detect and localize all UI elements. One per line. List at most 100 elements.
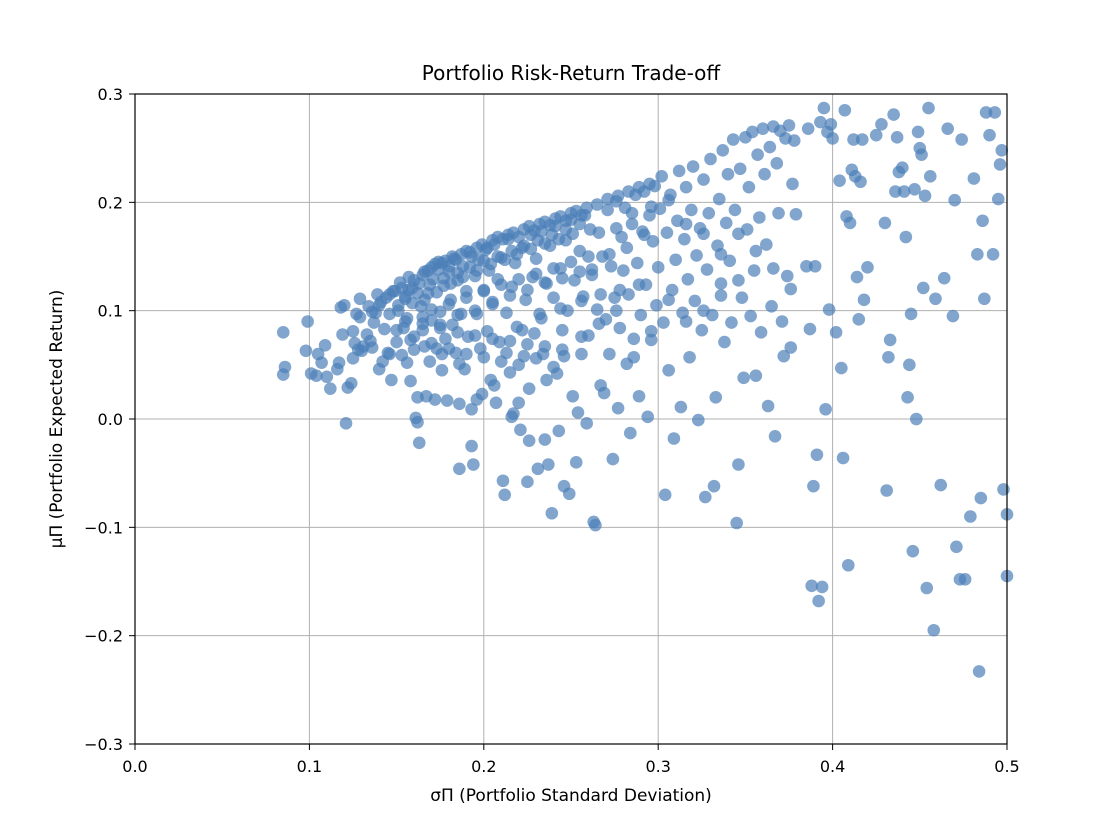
data-point [997, 483, 1010, 496]
data-point [601, 192, 614, 206]
data-point [627, 332, 641, 346]
data-point [850, 270, 864, 284]
data-point [428, 393, 442, 406]
data-point [763, 140, 777, 154]
data-point [451, 308, 464, 322]
data-point [662, 193, 675, 207]
data-point [674, 400, 688, 414]
data-point [276, 368, 290, 381]
data-point [822, 303, 836, 316]
data-point [667, 432, 681, 445]
data-point [958, 573, 972, 586]
x-tick-label: 0.5 [994, 757, 1019, 776]
data-point [678, 232, 691, 246]
data-point [637, 228, 651, 242]
data-point [714, 289, 728, 302]
data-point [611, 189, 625, 203]
data-point [753, 211, 766, 224]
data-point [585, 263, 599, 276]
data-point [332, 356, 346, 369]
data-point [761, 399, 775, 413]
data-point [646, 235, 660, 248]
data-point [557, 349, 571, 363]
data-point [979, 106, 993, 119]
data-point [747, 264, 761, 277]
data-point [657, 316, 670, 329]
data-point [803, 322, 817, 336]
data-point [756, 122, 770, 135]
data-point [575, 347, 588, 361]
x-tick-label: 0.0 [122, 757, 147, 776]
data-point [641, 410, 655, 424]
data-point [416, 317, 430, 330]
data-point [512, 358, 525, 372]
data-point [522, 382, 536, 395]
data-point [505, 410, 519, 424]
data-point [465, 439, 478, 453]
data-point [339, 417, 353, 430]
data-point [789, 207, 803, 221]
data-point [723, 254, 737, 268]
data-point [810, 448, 824, 462]
data-point [540, 373, 553, 387]
data-point [444, 277, 457, 290]
data-point [838, 103, 852, 117]
data-point [869, 128, 883, 142]
data-point [453, 462, 466, 476]
data-point [665, 283, 679, 297]
data-point [690, 249, 703, 262]
data-point [746, 125, 759, 139]
data-point [522, 434, 536, 447]
data-point [824, 118, 838, 131]
data-point [861, 261, 874, 274]
data-point [704, 152, 717, 166]
data-point [697, 227, 710, 241]
data-point [604, 259, 618, 273]
data-point [503, 334, 517, 348]
x-axis-label: σΠ (Portfolio Standard Deviation) [430, 786, 712, 806]
data-point [644, 333, 658, 347]
data-point [468, 304, 482, 317]
data-point [528, 327, 541, 340]
data-point [651, 261, 665, 274]
data-point [716, 144, 730, 157]
data-point [814, 115, 827, 129]
data-point [650, 298, 663, 312]
data-point [542, 458, 555, 471]
data-point [346, 324, 360, 338]
data-point [311, 347, 325, 361]
data-point [594, 288, 607, 301]
data-point [721, 167, 735, 181]
data-point [683, 350, 696, 364]
data-point [353, 292, 367, 306]
data-point [726, 133, 740, 146]
data-point [632, 278, 646, 291]
data-point [697, 304, 710, 317]
data-point [950, 540, 963, 554]
data-point [718, 335, 731, 349]
data-point [468, 329, 482, 342]
data-point [569, 456, 583, 469]
data-point [477, 350, 491, 364]
data-point [780, 269, 794, 283]
data-point [453, 357, 466, 371]
data-point [310, 369, 323, 382]
data-point [425, 303, 438, 316]
y-tick-label: −0.2 [84, 627, 123, 646]
data-point [470, 264, 484, 277]
data-point [955, 133, 968, 146]
data-point [801, 122, 815, 135]
data-point [697, 173, 710, 186]
data-point [442, 297, 456, 311]
data-point [737, 371, 750, 385]
data-point [603, 347, 616, 361]
data-point [644, 324, 658, 338]
data-point [623, 426, 637, 440]
data-point [775, 315, 789, 328]
data-point [681, 272, 695, 286]
data-point [367, 316, 381, 329]
data-point [662, 293, 675, 307]
data-point [383, 347, 396, 361]
chart-title: Portfolio Risk-Return Trade-off [422, 61, 722, 85]
data-point [547, 291, 560, 304]
